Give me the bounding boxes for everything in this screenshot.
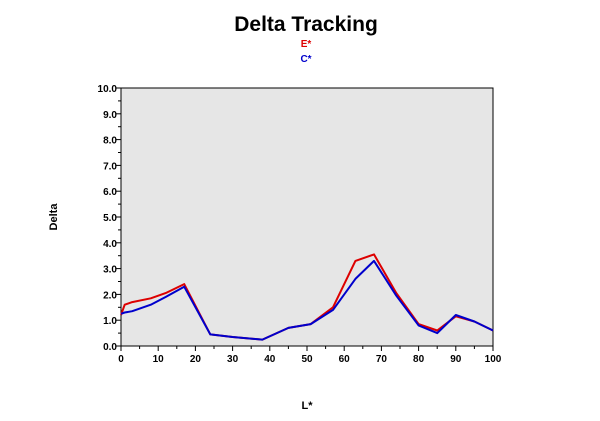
plot-area: [120, 87, 494, 347]
y-tick-label: 7.0: [103, 161, 117, 172]
x-tick-label: 70: [376, 354, 388, 365]
y-tick-label: 2.0: [103, 290, 117, 301]
y-tick-label: 1.0: [103, 316, 117, 327]
series-layer: [120, 253, 494, 341]
legend: E* C*: [300, 39, 311, 65]
y-axis: 0.0 1.0 2.0 3.0 4.0 5.0 6.0 7.0 8.0 9.0 10.0: [98, 84, 121, 353]
series-line-c: [120, 259, 494, 341]
y-tick-label: 4.0: [103, 239, 117, 250]
x-tick-label: 90: [450, 354, 462, 365]
y-tick-label: 0.0: [103, 342, 117, 353]
x-axis: 0 10 20 30 40 50 60 70 80 90 100: [118, 346, 502, 365]
y-tick-label: 6.0: [103, 187, 117, 198]
x-tick-label: 30: [227, 354, 239, 365]
y-tick-label: 8.0: [103, 136, 117, 147]
legend-entry-e: E*: [301, 39, 312, 50]
x-tick-label: 10: [153, 354, 165, 365]
x-tick-label: 0: [118, 354, 124, 365]
chart-title: Delta Tracking: [234, 13, 378, 36]
y-tick-label: 3.0: [103, 265, 117, 276]
y-tick-label: 5.0: [103, 213, 117, 224]
x-tick-label: 50: [301, 354, 313, 365]
y-tick-label: 9.0: [103, 110, 117, 121]
x-tick-label: 40: [264, 354, 276, 365]
y-axis-label: Delta: [48, 203, 60, 231]
x-tick-label: 60: [339, 354, 351, 365]
x-tick-label: 20: [190, 354, 202, 365]
x-tick-label: 80: [413, 354, 425, 365]
y-tick-label: 10.0: [98, 84, 118, 95]
x-tick-label: 100: [485, 354, 502, 365]
legend-entry-c: C*: [300, 54, 311, 65]
x-axis-label: L*: [302, 400, 314, 412]
